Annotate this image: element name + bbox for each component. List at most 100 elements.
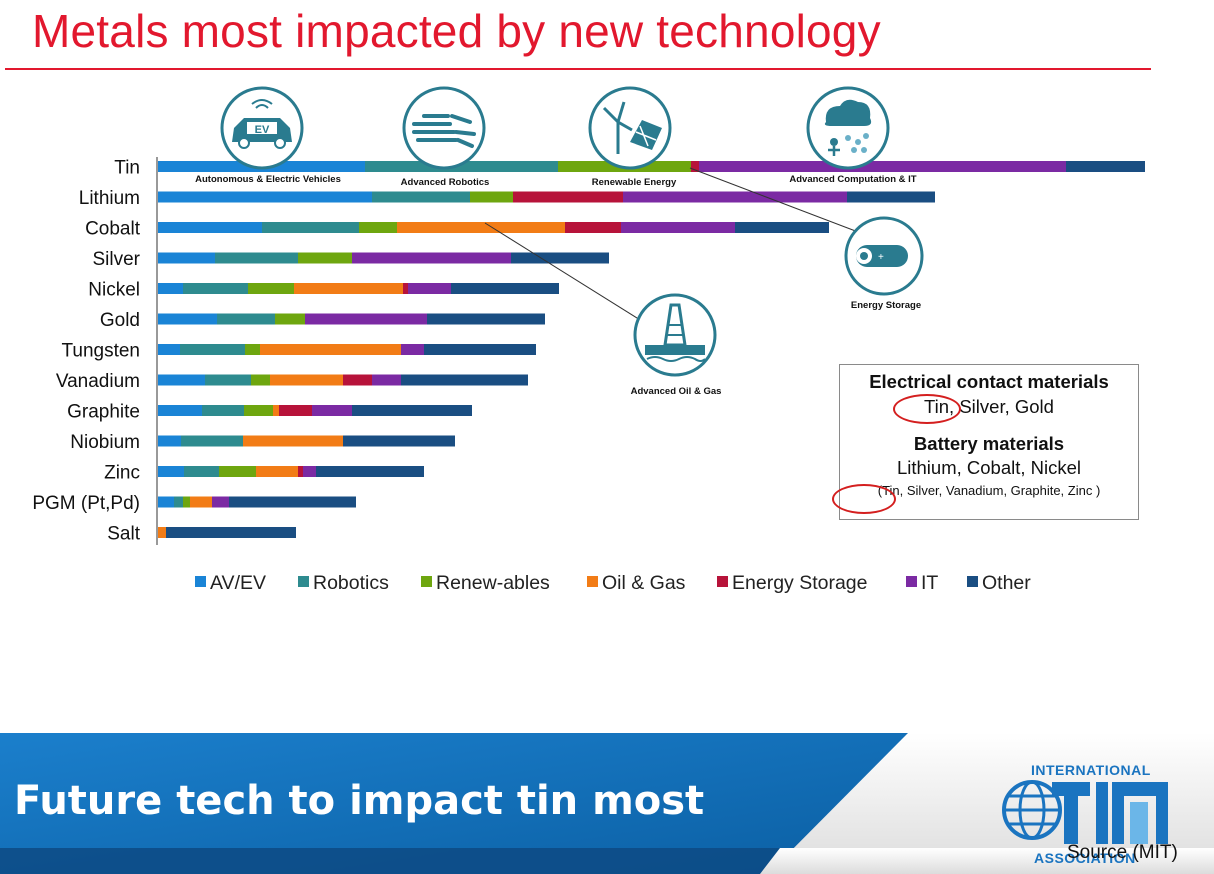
bar-segment-vanadium-oil-gas xyxy=(270,374,343,386)
battery-icon: + xyxy=(844,216,924,296)
bar-segment-nickel-other xyxy=(451,283,559,294)
bar-segment-graphite-av-ev xyxy=(158,405,202,416)
bar-segment-cobalt-av-ev xyxy=(158,222,262,233)
annotation-label: Renewable Energy xyxy=(592,177,677,188)
stacked-bar-chart: Tin Lithium Cobalt Silver Nickel Gold Tungsten… xyxy=(32,86,1145,594)
bar-segment-pgm-pt-pd--it xyxy=(212,496,229,508)
bar-segment-silver-robotics xyxy=(215,252,298,264)
bar-segment-pgm-pt-pd--renew-ables xyxy=(183,496,190,508)
source-note: Source (MIT) xyxy=(1067,842,1178,863)
bar-segment-cobalt-energy-storage xyxy=(565,222,621,233)
energy-storage-connector xyxy=(689,167,867,236)
category-label: Niobium xyxy=(70,432,140,453)
bar-segment-vanadium-av-ev xyxy=(158,374,205,386)
bar-segment-zinc-oil-gas xyxy=(256,466,298,477)
bar-segment-graphite-renew-ables xyxy=(244,405,273,416)
bar-segment-nickel-renew-ables xyxy=(248,283,294,294)
title-divider xyxy=(5,68,1151,70)
bar-segment-tin-it xyxy=(699,161,1066,172)
wind-solar-icon xyxy=(588,86,672,170)
bar-segment-gold-renew-ables xyxy=(275,313,305,325)
bar-segment-lithium-robotics xyxy=(372,191,470,203)
footer-banner xyxy=(0,733,1214,874)
bar-segment-pgm-pt-pd--robotics xyxy=(174,496,183,508)
bar-segment-graphite-other xyxy=(352,405,472,416)
bar-segment-graphite-energy-storage xyxy=(279,405,312,416)
oil-rig-icon xyxy=(633,293,717,377)
bar-segment-lithium-av-ev xyxy=(158,191,372,203)
bar-segment-nickel-energy-storage xyxy=(403,283,408,294)
bar-segment-tungsten-it xyxy=(401,344,424,355)
bar-segment-zinc-energy-storage xyxy=(298,466,303,477)
legend-label: AV/EV xyxy=(210,572,266,594)
battery-heading: Battery materials xyxy=(913,433,1065,454)
bar-segment-silver-it xyxy=(352,252,511,264)
bar-segment-cobalt-it xyxy=(621,222,735,233)
bar-segment-graphite-oil-gas xyxy=(273,405,279,416)
bar-segment-niobium-other xyxy=(343,435,455,447)
bar-segment-salt-oil-gas xyxy=(158,527,166,538)
bar-segment-tungsten-renew-ables xyxy=(245,344,260,355)
category-label: Graphite xyxy=(67,402,140,423)
electric-car-icon: EV xyxy=(220,86,304,170)
bar-segment-vanadium-other xyxy=(401,374,528,386)
bar-segment-gold-av-ev xyxy=(158,313,217,325)
bar-segment-silver-other xyxy=(511,252,609,264)
bar-segment-niobium-av-ev xyxy=(158,435,181,447)
category-label: Cobalt xyxy=(85,219,141,240)
category-label: Lithium xyxy=(79,188,140,209)
legend-swatch xyxy=(587,576,598,587)
bar-segment-lithium-renew-ables xyxy=(470,191,513,203)
category-label: Silver xyxy=(92,249,140,270)
svg-text:EV: EV xyxy=(255,124,270,136)
legend-label: IT xyxy=(921,572,938,594)
bar-segment-tin-energy-storage xyxy=(691,161,699,172)
bar-segment-nickel-av-ev xyxy=(158,283,183,294)
org-name-bottom: ASSOCIATION xyxy=(1034,850,1136,866)
annotation-labels: Autonomous & Electric Vehicles Advanced R… xyxy=(195,174,921,397)
bar-segment-cobalt-robotics xyxy=(262,222,359,233)
bar-segment-tin-robotics xyxy=(365,161,558,172)
bar-segment-zinc-robotics xyxy=(184,466,219,477)
category-label: Nickel xyxy=(88,280,140,301)
legend-swatch xyxy=(298,576,309,587)
bar-segment-lithium-other xyxy=(847,191,935,203)
org-name-top: INTERNATIONAL xyxy=(1031,762,1151,778)
category-label: PGM (Pt,Pd) xyxy=(32,493,140,514)
bar-segment-vanadium-it xyxy=(372,374,401,386)
category-label: Tungsten xyxy=(61,341,140,362)
annotation-label: Advanced Oil & Gas xyxy=(631,386,722,397)
bar-segment-lithium-energy-storage xyxy=(513,191,623,203)
oil-gas-connector xyxy=(484,222,646,324)
category-label: Salt xyxy=(107,524,140,545)
annotation-label: Advanced Robotics xyxy=(401,177,490,188)
bar-segment-pgm-pt-pd--av-ev xyxy=(158,496,174,508)
bar-segment-graphite-it xyxy=(312,405,352,416)
legend-swatch xyxy=(906,576,917,587)
bar-segment-silver-av-ev xyxy=(158,252,215,264)
legend-label: Other xyxy=(982,572,1031,594)
bar-segment-lithium-it xyxy=(623,191,847,203)
legend-label: Oil & Gas xyxy=(602,572,686,594)
electrical-rest-text: Silver, Gold xyxy=(954,396,1054,417)
bar-segment-zinc-renew-ables xyxy=(219,466,256,477)
bar-segment-gold-other xyxy=(427,313,545,325)
battery-rest-text: Silver, Vanadium, Graphite, Zinc ) xyxy=(903,483,1101,498)
robot-hand-icon xyxy=(402,86,486,170)
bar-segment-zinc-av-ev xyxy=(158,466,184,477)
itri-logo xyxy=(1002,780,1168,844)
bar-segment-salt-other xyxy=(166,527,296,538)
bar-segment-zinc-other xyxy=(316,466,424,477)
category-labels: Tin Lithium Cobalt Silver Nickel Gold Tungsten… xyxy=(32,158,140,545)
bar-segment-cobalt-other xyxy=(735,222,829,233)
battery-list: Lithium, Cobalt, Nickel xyxy=(896,457,1082,478)
bar-segment-tin-other xyxy=(1066,161,1145,172)
bar-segment-tungsten-robotics xyxy=(180,344,245,355)
footer-title: Future tech to impact tin most xyxy=(14,778,705,824)
category-label: Zinc xyxy=(104,463,140,484)
annotation-label: Autonomous & Electric Vehicles xyxy=(195,174,341,185)
electrical-contact-list: Tin, Silver, Gold xyxy=(840,396,1138,418)
bar-segment-pgm-pt-pd--other xyxy=(229,496,356,508)
bar-segment-nickel-oil-gas xyxy=(294,283,403,294)
legend-swatch xyxy=(195,576,206,587)
